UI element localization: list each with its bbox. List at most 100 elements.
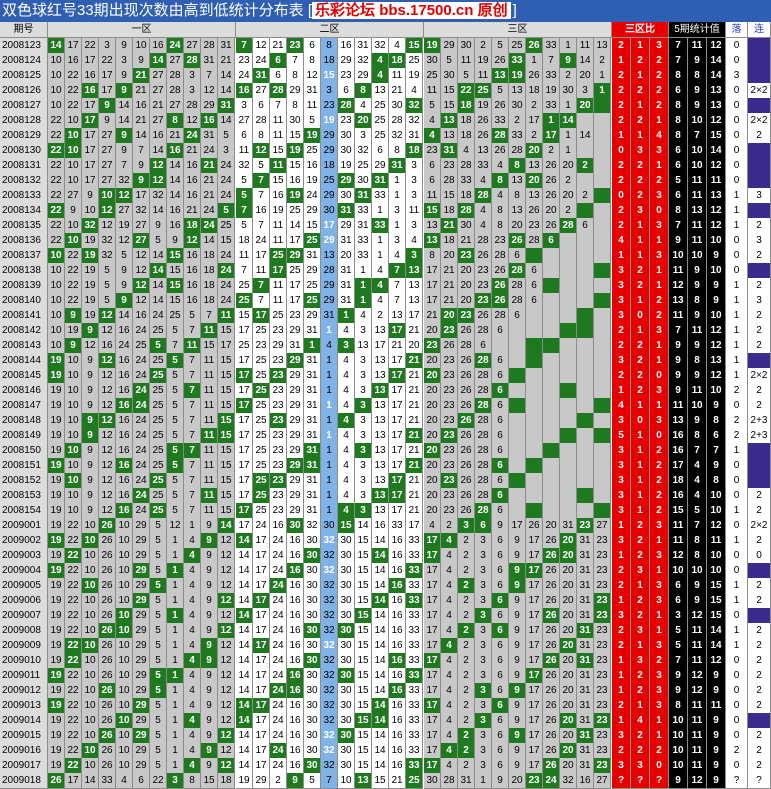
number-cell: 1 — [321, 323, 338, 339]
number-cell: 15 — [355, 713, 372, 729]
ratio-value: 2 — [631, 533, 650, 549]
number-cell: 1 — [372, 203, 389, 219]
number-cell: 9 — [82, 188, 99, 204]
table-row: 2008132 22 10 17 27 32 9 12 14 16 21 24 5 7 15 16 19 25 29… — [0, 173, 771, 189]
table-row: 2008125 10 22 16 17 9 21 27 28 3 7 14 24 31 6 8 12 15 23 29… — [0, 68, 771, 84]
number-cell: 20 — [458, 278, 475, 294]
issue-number: 2008136 — [0, 233, 48, 249]
number-cell: 31 — [577, 623, 594, 639]
number-cell: 23 — [270, 428, 287, 444]
number-cell: 3 — [475, 758, 492, 774]
ratio-value: 3 — [650, 668, 669, 684]
number-cell — [560, 308, 577, 324]
number-cell: 29 — [133, 713, 150, 729]
number-cell: 33 — [406, 548, 423, 564]
number-cell: 23 — [270, 473, 287, 489]
number-cell: 26 — [458, 458, 475, 474]
issue-number: 2008150 — [0, 443, 48, 459]
stat5-value: 13 — [707, 83, 726, 99]
luo-value: 0 — [726, 158, 748, 174]
number-cell: 30 — [304, 728, 321, 744]
number-cell: 21 — [458, 233, 475, 249]
stat5-value: 8 — [688, 533, 707, 549]
number-cell: 32 — [321, 713, 338, 729]
number-cell: 16 — [287, 728, 304, 744]
number-cell: 7 — [236, 38, 253, 54]
number-cell: 17 — [253, 533, 270, 549]
stat5-value: 11 — [688, 743, 707, 759]
number-cell: 20 — [424, 443, 441, 459]
number-cell: 15 — [167, 263, 184, 279]
number-cell: 12 — [99, 488, 116, 504]
number-cell: 19 — [304, 128, 321, 144]
number-cell: 28 — [526, 233, 543, 249]
number-cell: 4 — [389, 248, 406, 264]
stat5-value: 13 — [707, 98, 726, 114]
number-cell: 11 — [201, 428, 218, 444]
number-cell: 9 — [201, 743, 218, 759]
number-cell: 29 — [321, 293, 338, 309]
number-cell: 21 — [406, 443, 423, 459]
number-cell: 7 — [184, 458, 201, 474]
number-cell: 29 — [133, 548, 150, 564]
ratio-value: 2 — [612, 113, 631, 129]
lian-value: 0 — [748, 548, 771, 564]
ratio-value: 1 — [612, 593, 631, 609]
number-cell: 14 — [372, 758, 389, 774]
number-cell: 33 — [406, 578, 423, 594]
number-cell: 25 — [133, 338, 150, 354]
number-cell: 28 — [270, 83, 287, 99]
number-cell: 22 — [65, 533, 82, 549]
number-cell — [594, 233, 611, 249]
number-cell: 14 — [218, 83, 235, 99]
number-cell: 21 — [133, 68, 150, 84]
issue-number: 2009016 — [0, 743, 48, 759]
number-cell: 12 — [150, 173, 167, 189]
number-cell: 15 — [218, 503, 235, 519]
number-cell: 2 — [458, 578, 475, 594]
luo-value: 2 — [726, 743, 748, 759]
number-cell: 24 — [201, 203, 218, 219]
number-cell: 11 — [201, 383, 218, 399]
number-cell: 9 — [82, 473, 99, 489]
number-cell: 26 — [99, 728, 116, 744]
number-cell: 14 — [236, 608, 253, 624]
number-cell: 3 — [406, 158, 423, 174]
number-cell: 10 — [82, 533, 99, 549]
number-cell: 16 — [389, 623, 406, 639]
number-cell: 16 — [184, 173, 201, 189]
luo-value: 0 — [726, 128, 748, 144]
number-cell: 17 — [389, 458, 406, 474]
number-cell: 25 — [372, 98, 389, 114]
number-cell: 12 — [99, 353, 116, 369]
number-cell: 26 — [543, 173, 560, 189]
number-cell — [526, 503, 543, 519]
number-cell — [594, 203, 611, 219]
number-cell: 16 — [287, 533, 304, 549]
number-cell: 22 — [65, 578, 82, 594]
table-row: 2008146 19 10 9 12 16 24 25 5 7 11 15 17 25 23 29 31 1 4 3 1… — [0, 383, 771, 399]
number-cell: 1 — [543, 113, 560, 129]
number-cell: 20 — [560, 713, 577, 729]
number-cell: 15 — [321, 68, 338, 84]
number-cell: 15 — [287, 128, 304, 144]
number-cell: 25 — [270, 308, 287, 324]
number-cell: 10 — [82, 668, 99, 684]
stat5-value: 11 — [688, 698, 707, 714]
number-cell: 17 — [526, 758, 543, 774]
ratio-value: 4 — [612, 233, 631, 249]
number-cell: 4 — [338, 368, 355, 384]
lian-value: 2 — [748, 698, 771, 714]
number-cell: 17 — [82, 173, 99, 189]
number-cell: 16 — [116, 323, 133, 339]
number-cell: 28 — [389, 113, 406, 129]
number-cell: 4 — [475, 218, 492, 234]
number-cell: 21 — [406, 488, 423, 504]
number-cell: 24 — [270, 578, 287, 594]
number-cell: 17 — [424, 563, 441, 579]
number-cell: 27 — [133, 218, 150, 234]
lian-value: 2+3 — [748, 413, 771, 429]
number-cell — [594, 458, 611, 474]
ratio-value: 1 — [612, 683, 631, 699]
number-cell: 30 — [304, 608, 321, 624]
